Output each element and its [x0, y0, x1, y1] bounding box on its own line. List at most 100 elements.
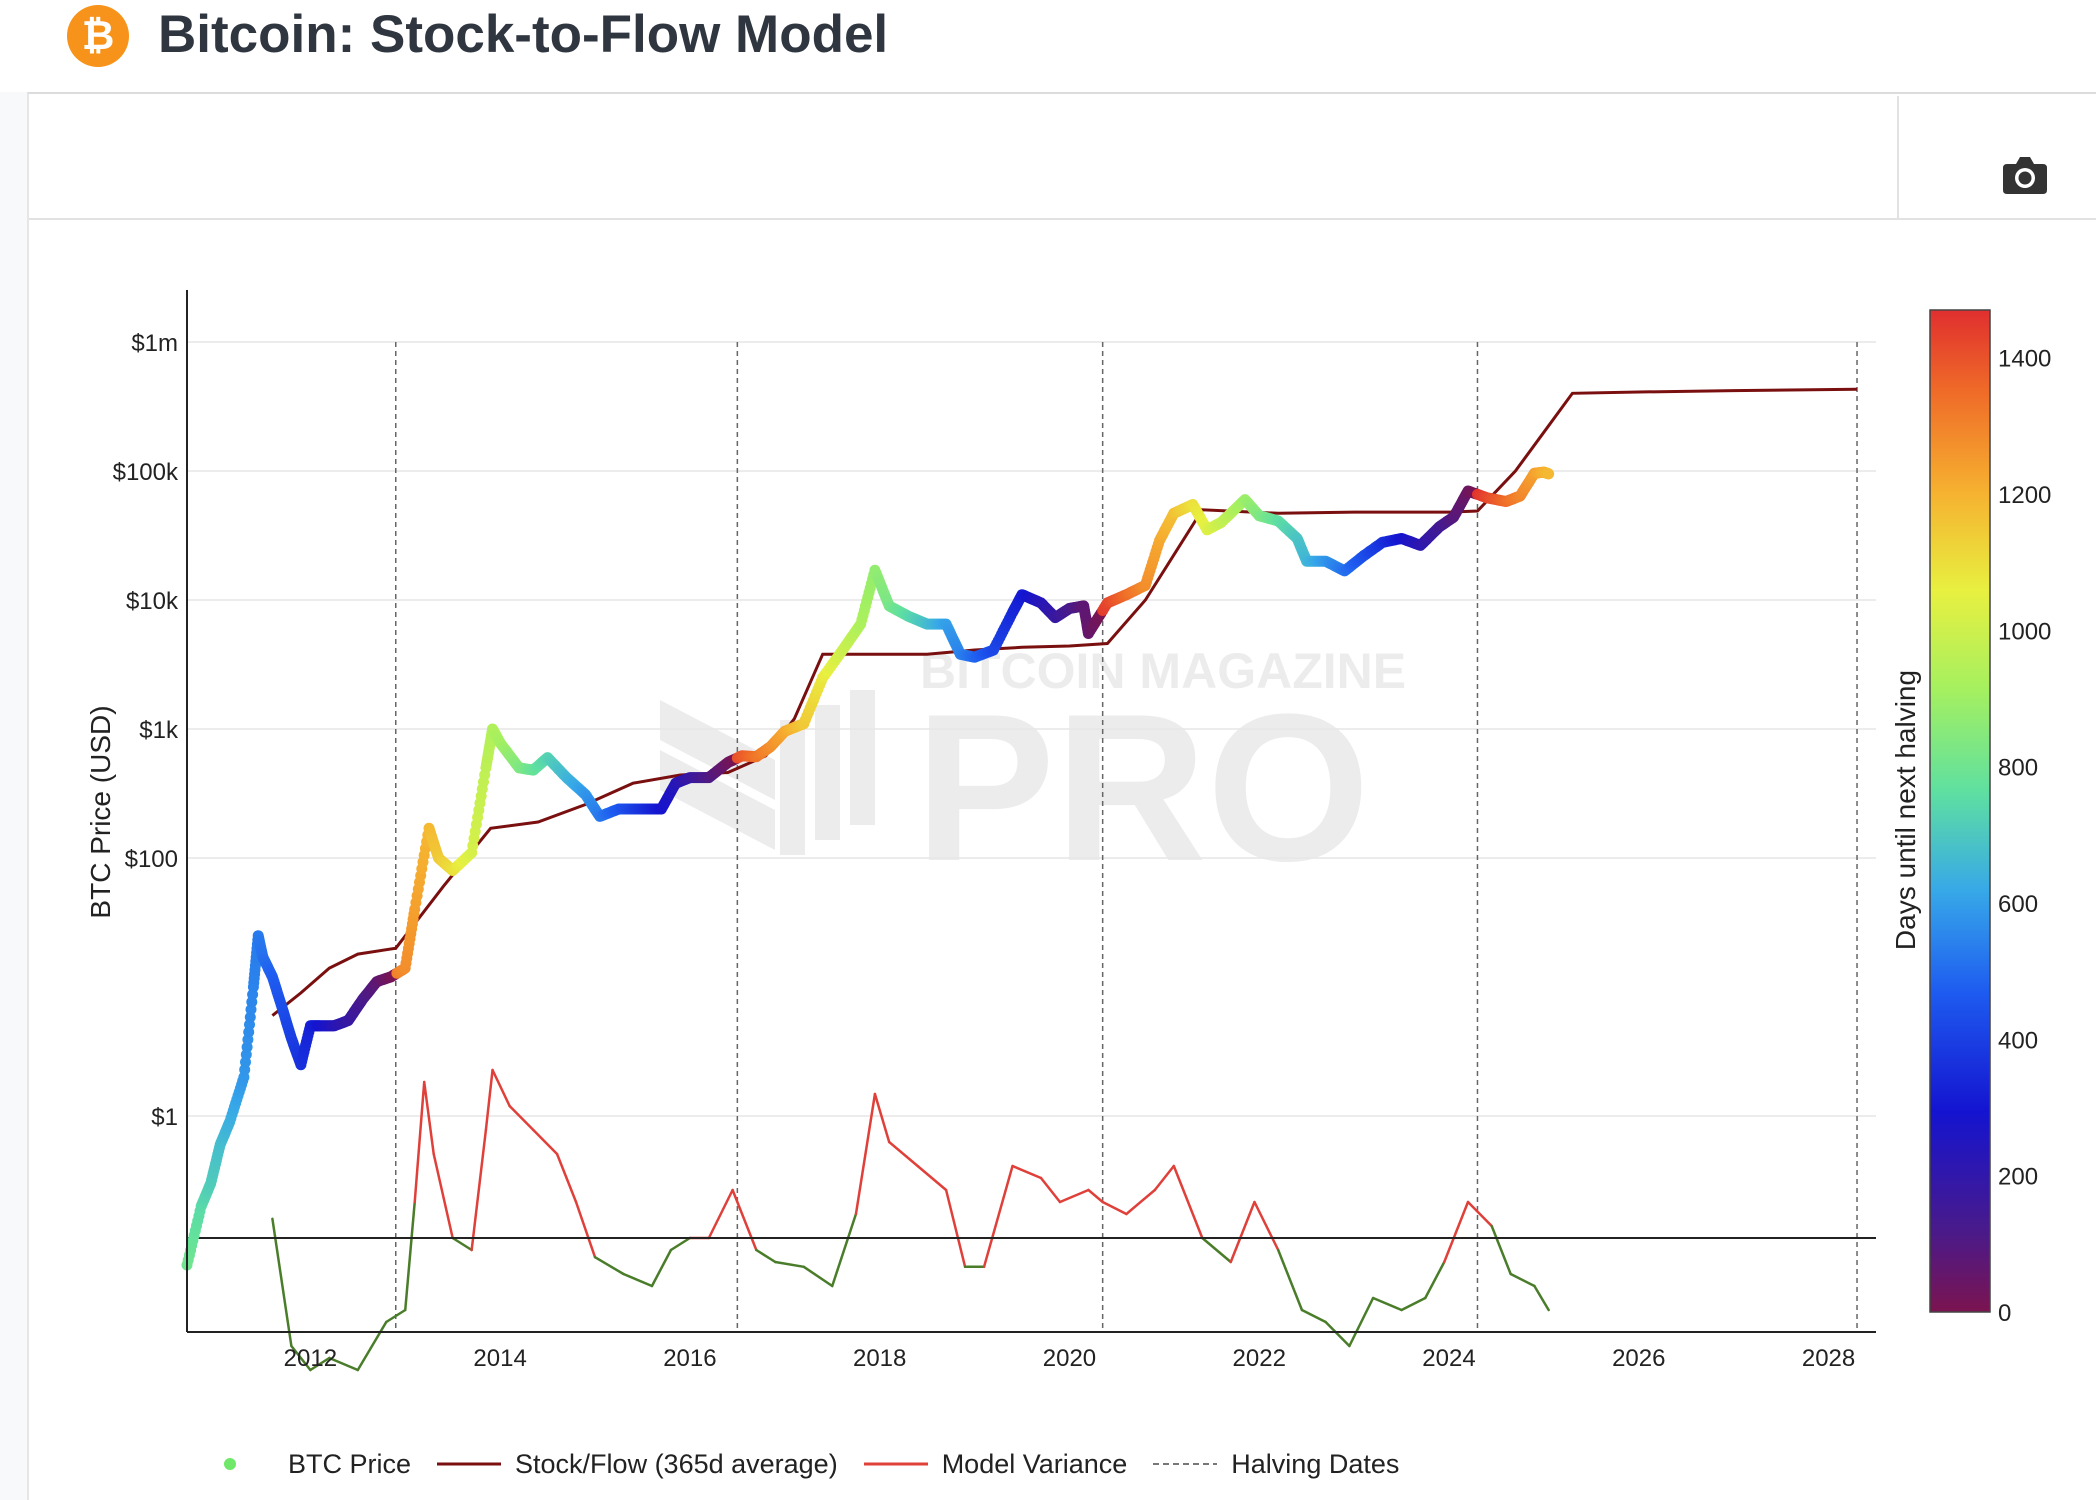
model-variance-segment — [1229, 1200, 1256, 1264]
chart-toolbar — [29, 94, 2096, 220]
model-variance-segment — [887, 1140, 919, 1168]
model-variance-segment — [1101, 1200, 1128, 1216]
svg-text:BITCOIN MAGAZINE: BITCOIN MAGAZINE — [920, 643, 1406, 699]
chart-card — [27, 92, 2096, 1500]
model-variance-segment — [1201, 1236, 1233, 1264]
model-variance-segment — [650, 1248, 673, 1288]
model-variance-segment — [491, 1068, 511, 1108]
model-variance-segment — [982, 1164, 1014, 1269]
model-variance-segment — [1172, 1164, 1204, 1240]
model-variance-segment — [532, 1128, 559, 1156]
y-tick-label: $100k — [113, 459, 179, 486]
model-variance-layer — [271, 1068, 1550, 1372]
page-title: Bitcoin: Stock-to-Flow Model — [158, 5, 889, 64]
model-variance-segment — [508, 1104, 535, 1132]
legend-label: Stock/Flow (365d average) — [515, 1448, 838, 1479]
model-variance-segment — [309, 1356, 331, 1372]
model-variance-segment — [622, 1272, 654, 1288]
model-variance-segment — [802, 1265, 834, 1288]
model-variance-segment — [873, 1092, 891, 1144]
colorbar-label: Days until next halving — [1890, 670, 1921, 950]
model-variance-segment — [1466, 1200, 1493, 1228]
model-variance-segment — [451, 1236, 473, 1252]
model-variance-segment — [422, 1080, 435, 1156]
model-variance-segment — [1443, 1200, 1470, 1264]
x-tick-label: 2018 — [853, 1345, 906, 1372]
colorbar-tick-label: 1200 — [1998, 482, 2051, 509]
y-tick-labels: $1 $100 $1k $10k $100k $1m — [113, 330, 179, 1131]
legend-item-stock-flow[interactable]: Stock/Flow (365d average) — [437, 1449, 838, 1480]
colorbar-tick-label: 0 — [1998, 1300, 2011, 1327]
model-variance-segment — [1125, 1188, 1157, 1216]
x-tick-label: 2012 — [284, 1345, 337, 1372]
model-variance-segment — [1011, 1164, 1043, 1180]
btc-price-point — [1543, 468, 1555, 480]
legend-swatch-halving-dates — [1153, 1463, 1218, 1465]
model-variance-segment — [574, 1200, 597, 1259]
model-variance-segment — [1153, 1164, 1176, 1192]
model-variance-segment — [707, 1188, 734, 1240]
colorbar: 0 200 400 600 800 1000 1200 1400 Days until nex… — [1890, 309, 2051, 1327]
model-variance-segment — [1533, 1284, 1550, 1312]
colorbar-tick-label: 800 — [1998, 755, 2038, 782]
colorbar-tick-label: 1400 — [1998, 346, 2051, 373]
chart-legend: BTC Price Stock/Flow (365d average) Mode… — [210, 1444, 1425, 1484]
y-tick-label: $100 — [125, 846, 178, 873]
x-tick-label: 2020 — [1043, 1345, 1096, 1372]
model-variance-segment — [1424, 1260, 1446, 1300]
model-variance-segment — [1300, 1308, 1327, 1324]
model-variance-segment — [830, 1212, 858, 1288]
y-axis-label: BTC Price (USD) — [85, 705, 116, 918]
legend-swatch-btc-price — [224, 1458, 236, 1470]
model-variance-segment — [356, 1320, 388, 1372]
legend-label: Halving Dates — [1231, 1448, 1400, 1479]
model-variance-segment — [774, 1260, 806, 1269]
download-screenshot-button[interactable] — [2001, 154, 2049, 196]
model-variance-segment — [1058, 1188, 1090, 1204]
model-variance-segment — [669, 1236, 692, 1252]
watermark-logo: BITCOIN MAGAZINE PRO — [660, 643, 1406, 905]
model-variance-segment — [555, 1152, 578, 1204]
model-variance-segment — [1253, 1200, 1280, 1252]
colorbar-gradient — [1929, 309, 1991, 1313]
model-variance-segment — [413, 1080, 426, 1204]
model-variance-segment — [1400, 1296, 1427, 1312]
legend-swatch-model-variance — [863, 1462, 928, 1466]
model-variance-segment — [290, 1344, 312, 1372]
model-variance-segment — [470, 1128, 488, 1252]
y-tick-label: $1m — [131, 330, 178, 357]
x-tick-label: 2016 — [663, 1345, 716, 1372]
legend-label: Model Variance — [941, 1448, 1128, 1479]
model-variance-segment — [854, 1092, 877, 1216]
x-tick-labels: 2012 2014 2016 2018 2020 2022 2024 2026 2028 — [284, 1345, 1856, 1372]
legend-item-btc-price[interactable]: BTC Price — [210, 1449, 411, 1480]
colorbar-tick-labels: 0 200 400 600 800 1000 1200 1400 — [1998, 346, 2051, 1327]
btc-price-layer — [181, 466, 1555, 1271]
x-tick-label: 2022 — [1233, 1345, 1286, 1372]
model-variance-segment — [1087, 1188, 1104, 1204]
colorbar-tick-label: 600 — [1998, 891, 2038, 918]
legend-item-halving-dates[interactable]: Halving Dates — [1153, 1449, 1399, 1480]
model-variance-segment — [1509, 1272, 1536, 1288]
model-variance-segment — [755, 1248, 777, 1264]
model-variance-segment — [1276, 1248, 1304, 1312]
camera-icon — [2003, 157, 2047, 194]
model-variance-segment — [385, 1308, 407, 1324]
legend-swatch-stock-flow — [437, 1462, 502, 1466]
colorbar-tick-label: 400 — [1998, 1027, 2038, 1054]
model-variance-segment — [1324, 1320, 1351, 1348]
legend-item-model-variance[interactable]: Model Variance — [863, 1448, 1128, 1480]
x-tick-label: 2014 — [473, 1345, 526, 1372]
model-variance-segment — [328, 1356, 360, 1372]
y-tick-label: $1 — [151, 1104, 178, 1131]
halving-dates-layer — [395, 342, 1858, 1332]
chart-axes — [186, 290, 1876, 1333]
model-variance-segment — [432, 1152, 454, 1240]
model-variance-segment — [1039, 1176, 1062, 1204]
x-tick-label: 2026 — [1612, 1345, 1665, 1372]
legend-label: BTC Price — [288, 1448, 412, 1479]
svg-text:PRO: PRO — [915, 670, 1370, 905]
model-variance-segment — [593, 1255, 625, 1276]
chart-grid — [187, 341, 1876, 1117]
